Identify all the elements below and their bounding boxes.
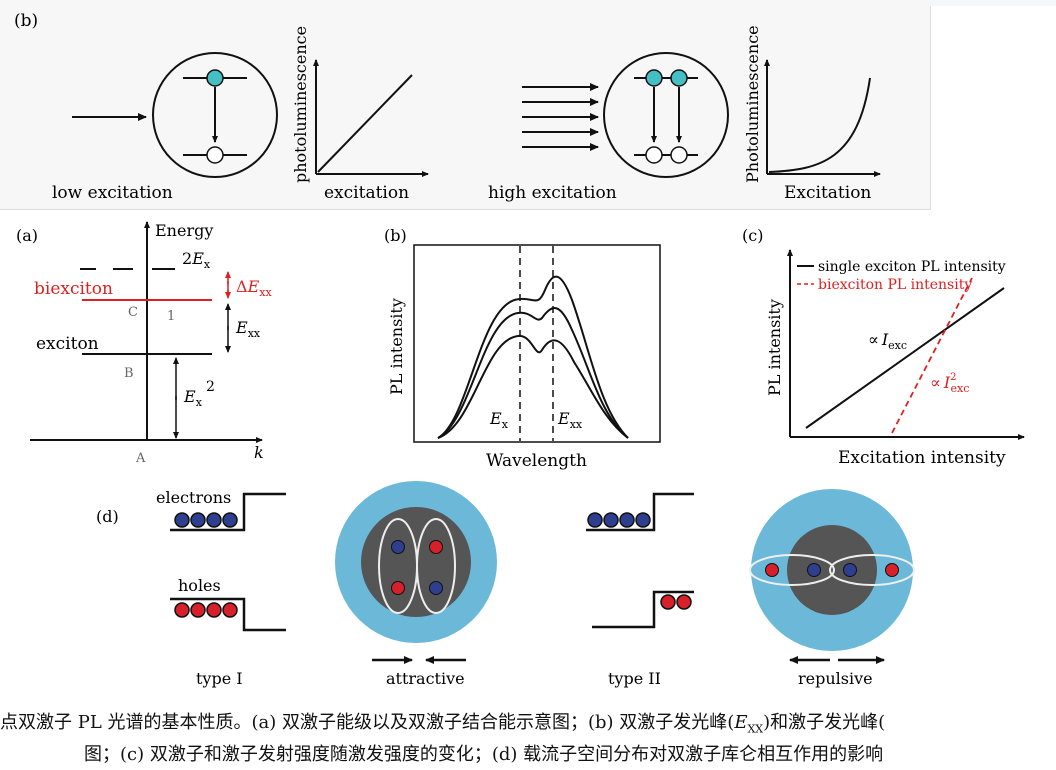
type2-holes	[660, 594, 692, 610]
electrons-label: electrons	[156, 488, 231, 507]
attractive-electron-2	[429, 581, 443, 595]
plot1-ylabel: photoluminescence	[291, 26, 310, 183]
plot2-xlabel: Excitation	[784, 183, 871, 203]
spectrum-curve-high	[437, 275, 629, 439]
high-excitation-arrows	[522, 83, 599, 151]
exciton-label: exciton	[36, 334, 99, 354]
caption-line-1-text: 点双激子 PL 光谱的基本性质。(a) 双激子能级以及双激子结合能示意图；(b)…	[0, 712, 735, 733]
high-excitation-label: high excitation	[488, 183, 617, 203]
plot1-xlabel: excitation	[324, 183, 409, 203]
repulsive-core	[787, 525, 877, 615]
repulsive-exciton-orbit-1	[749, 554, 835, 586]
caption-line-2: 图；(c) 双激子和激子发射强度随激发强度的变化；(d) 载流子空间分布对双激子…	[84, 744, 884, 765]
point-a-label: A	[135, 451, 146, 466]
plot2-superlinear-curve	[768, 77, 871, 173]
legend-single-label: single exciton PL intensity	[818, 259, 1006, 275]
point-c-label: C	[128, 305, 138, 320]
panel-d-label: (d)	[96, 507, 119, 526]
holes-label: holes	[178, 576, 221, 595]
high-hole-1	[645, 146, 663, 164]
type1-holes	[174, 602, 238, 618]
repulsive-exciton-orbit-2	[829, 554, 915, 586]
caption-line-1-symbol: E	[734, 712, 748, 733]
high-excitation-dot-circle	[603, 52, 729, 178]
panel-c-xlabel: Excitation intensity	[838, 448, 1006, 468]
high-electron-2	[670, 69, 688, 87]
high-hole-2	[670, 146, 688, 164]
ex-superscript: 2	[206, 379, 215, 395]
type2-valence-band	[592, 590, 694, 629]
spectrum-xlabel: Wavelength	[486, 451, 587, 471]
energy-axis-label: Energy	[155, 221, 213, 240]
top-panel-label: (b)	[14, 11, 38, 31]
point-b-label: B	[124, 366, 134, 381]
single-exciton-line	[805, 287, 1005, 429]
type2-conduction-band	[586, 492, 694, 532]
top-panel-diagram: (b) low excitation photoluminescence exc…	[14, 11, 881, 203]
biexciton-label: biexciton	[34, 279, 113, 299]
panel-b-spectrum: (b) PL intensity Wavelength Ex Exx	[384, 226, 661, 471]
attractive-hole-2	[391, 581, 405, 595]
high-electron-1	[645, 69, 663, 87]
panel-a-energy-diagram: (a) Energy 2Ex ΔExx biexciton C 1 Exx ex…	[16, 221, 272, 466]
attractive-hole-1	[429, 540, 443, 554]
type1-conduction-band	[170, 492, 286, 532]
biexciton-line	[891, 277, 973, 434]
type2-electrons	[587, 512, 651, 528]
panel-c-label: (c)	[742, 226, 763, 245]
legend-biexciton-label: biexciton PL intensity	[818, 277, 972, 293]
top-right-strip	[930, 0, 1056, 6]
spectrum-curve-low	[437, 334, 629, 439]
low-hole	[206, 146, 224, 164]
plot1-linear-curve	[317, 74, 413, 173]
delta-exx-label: ΔExx	[236, 277, 272, 299]
low-excitation-label: low excitation	[52, 183, 173, 203]
exx-peak-label: Exx	[557, 409, 583, 431]
caption-line-1: 点双激子 PL 光谱的基本性质。(a) 双激子能级以及双激子结合能示意图；(b)…	[0, 708, 1056, 736]
quadratic-proportional-label: ∝ I2 exc	[930, 372, 969, 395]
attractive-electron-1	[391, 540, 405, 554]
caption-line-1-subscript: XX	[747, 722, 764, 736]
repulsive-hole-1	[765, 563, 779, 577]
plot2-ylabel: Photoluminescence	[743, 25, 762, 183]
repulsive-electron-2	[843, 563, 857, 577]
exx-label: Exx	[235, 318, 261, 340]
repulsive-hole-2	[885, 563, 899, 577]
point-1-label: 1	[167, 309, 175, 324]
repulsive-label: repulsive	[798, 669, 873, 688]
k-axis-label: k	[254, 443, 264, 462]
panel-c-ylabel: PL intensity	[765, 299, 784, 396]
attractive-exciton-orbit-2	[416, 518, 456, 614]
panel-b-label: (b)	[384, 226, 407, 245]
repulsive-electron-1	[807, 563, 821, 577]
linear-proportional-label: ∝ Iexc	[868, 330, 907, 352]
figure-canvas: (b) low excitation photoluminescence exc…	[14, 11, 1025, 688]
spectrum-curve-mid	[437, 307, 629, 439]
ex-label: Ex	[183, 387, 203, 409]
spectrum-ylabel: PL intensity	[387, 298, 406, 395]
two-ex-label: 2Ex	[182, 249, 211, 271]
attractive-label: attractive	[386, 669, 465, 688]
type1-electrons	[174, 512, 238, 528]
type1-valence-band	[170, 597, 286, 632]
type2-label: type II	[608, 669, 661, 688]
panel-d-carrier-distribution: (d) electrons holes type I attractiv	[96, 481, 915, 688]
type1-label: type I	[196, 669, 243, 688]
ex-peak-label: Ex	[489, 409, 509, 431]
panel-c-power-dependence: (c) single exciton PL intensity biexcito…	[742, 226, 1025, 468]
low-electron	[206, 69, 224, 87]
caption-line-1-tail: )和激子发光峰(	[763, 712, 886, 733]
low-excitation-dot-circle	[152, 52, 278, 178]
panel-a-label: (a)	[16, 226, 38, 245]
spectrum-frame	[413, 244, 661, 443]
